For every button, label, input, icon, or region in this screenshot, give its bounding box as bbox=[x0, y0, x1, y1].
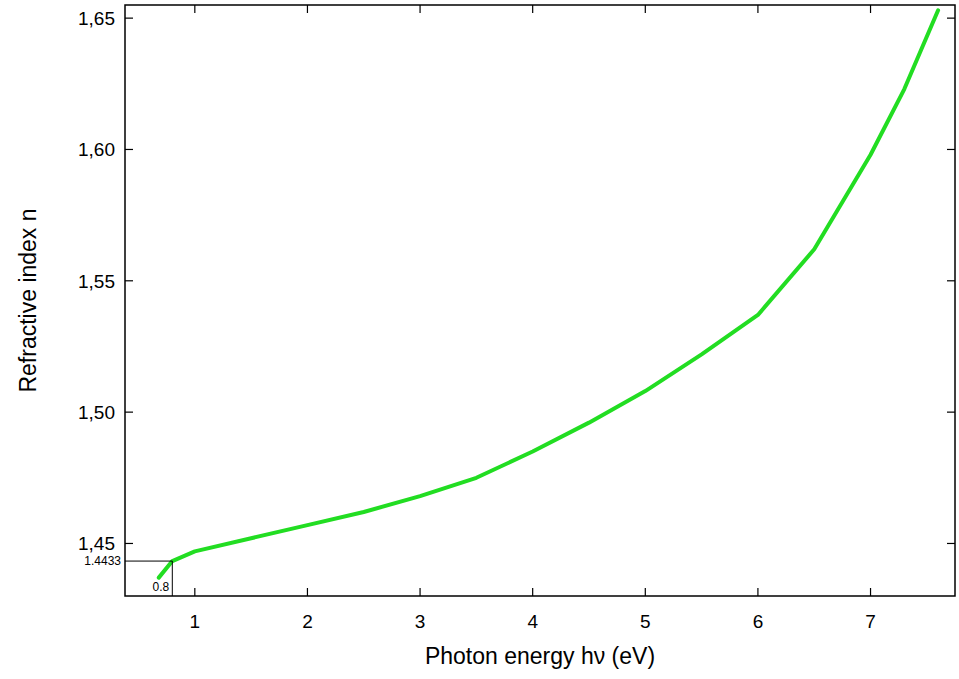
annotation-line bbox=[125, 561, 172, 562]
y-tick-label: 1,55 bbox=[78, 271, 115, 292]
y-tick-right bbox=[947, 18, 955, 19]
data-line bbox=[159, 10, 938, 577]
plot-frame bbox=[125, 5, 955, 596]
x-tick bbox=[645, 588, 646, 596]
x-tick bbox=[532, 588, 533, 596]
x-tick-label: 3 bbox=[415, 611, 426, 632]
x-tick-top bbox=[194, 5, 195, 13]
y-tick-right bbox=[947, 149, 955, 150]
x-tick-top bbox=[870, 5, 871, 13]
x-tick bbox=[870, 588, 871, 596]
x-tick-top bbox=[419, 5, 420, 13]
x-tick-top bbox=[645, 5, 646, 13]
y-tick-label: 1,60 bbox=[78, 139, 115, 160]
x-tick-top bbox=[307, 5, 308, 13]
y-tick bbox=[125, 412, 133, 413]
x-tick bbox=[757, 588, 758, 596]
x-axis-title: Photon energy hν (eV) bbox=[425, 643, 655, 669]
y-tick bbox=[125, 18, 133, 19]
x-tick bbox=[194, 588, 195, 596]
y-tick-label: 1,45 bbox=[78, 533, 115, 554]
x-tick bbox=[419, 588, 420, 596]
y-tick bbox=[125, 543, 133, 544]
x-tick-label: 5 bbox=[640, 611, 651, 632]
y-axis-title: Refractive index n bbox=[15, 208, 41, 392]
y-tick-right bbox=[947, 280, 955, 281]
x-tick-top bbox=[532, 5, 533, 13]
annotation-label: 1.4433 bbox=[84, 554, 121, 568]
y-tick-right bbox=[947, 543, 955, 544]
y-tick-label: 1,50 bbox=[78, 402, 115, 423]
y-tick bbox=[125, 149, 133, 150]
x-tick bbox=[307, 588, 308, 596]
plot-area bbox=[159, 10, 938, 577]
annotation-label: 0.8 bbox=[153, 580, 170, 594]
x-tick-label: 7 bbox=[865, 611, 876, 632]
x-tick-top bbox=[757, 5, 758, 13]
x-tick-label: 6 bbox=[753, 611, 764, 632]
x-tick-label: 2 bbox=[302, 611, 313, 632]
y-tick-right bbox=[947, 412, 955, 413]
x-tick-label: 4 bbox=[527, 611, 538, 632]
y-tick bbox=[125, 280, 133, 281]
x-tick-label: 1 bbox=[190, 611, 201, 632]
annotation-line bbox=[172, 561, 173, 596]
y-tick-label: 1,65 bbox=[78, 8, 115, 29]
